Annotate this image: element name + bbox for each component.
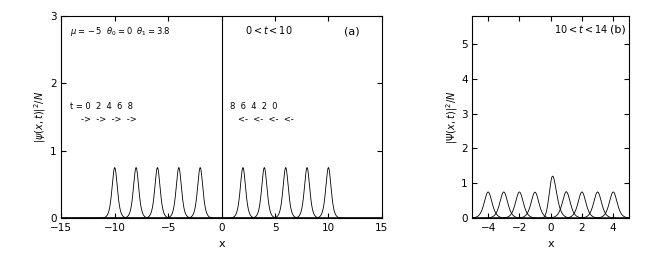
Y-axis label: $|\Psi(x,t)|^2/N$: $|\Psi(x,t)|^2/N$ xyxy=(444,90,460,144)
X-axis label: x: x xyxy=(548,239,554,248)
Text: 8  6  4  2  0: 8 6 4 2 0 xyxy=(230,102,277,111)
Text: (b): (b) xyxy=(610,25,626,35)
Text: ->  ->  ->  ->: -> -> -> -> xyxy=(81,115,136,124)
Text: $0 < t < 10$: $0 < t < 10$ xyxy=(245,24,293,36)
Y-axis label: $|\psi(x,t)|^2/N$: $|\psi(x,t)|^2/N$ xyxy=(33,91,48,143)
X-axis label: x: x xyxy=(218,239,225,248)
Text: $10 < t < 14$: $10 < t < 14$ xyxy=(554,23,608,35)
Text: $\mu=-5$  $\theta_0=0$  $\theta_1=3.8$: $\mu=-5$ $\theta_0=0$ $\theta_1=3.8$ xyxy=(70,25,170,38)
Text: <-  <-  <-  <-: <- <- <- <- xyxy=(237,115,293,124)
Text: (a): (a) xyxy=(344,26,360,36)
Text: t = 0  2  4  6  8: t = 0 2 4 6 8 xyxy=(70,102,133,111)
